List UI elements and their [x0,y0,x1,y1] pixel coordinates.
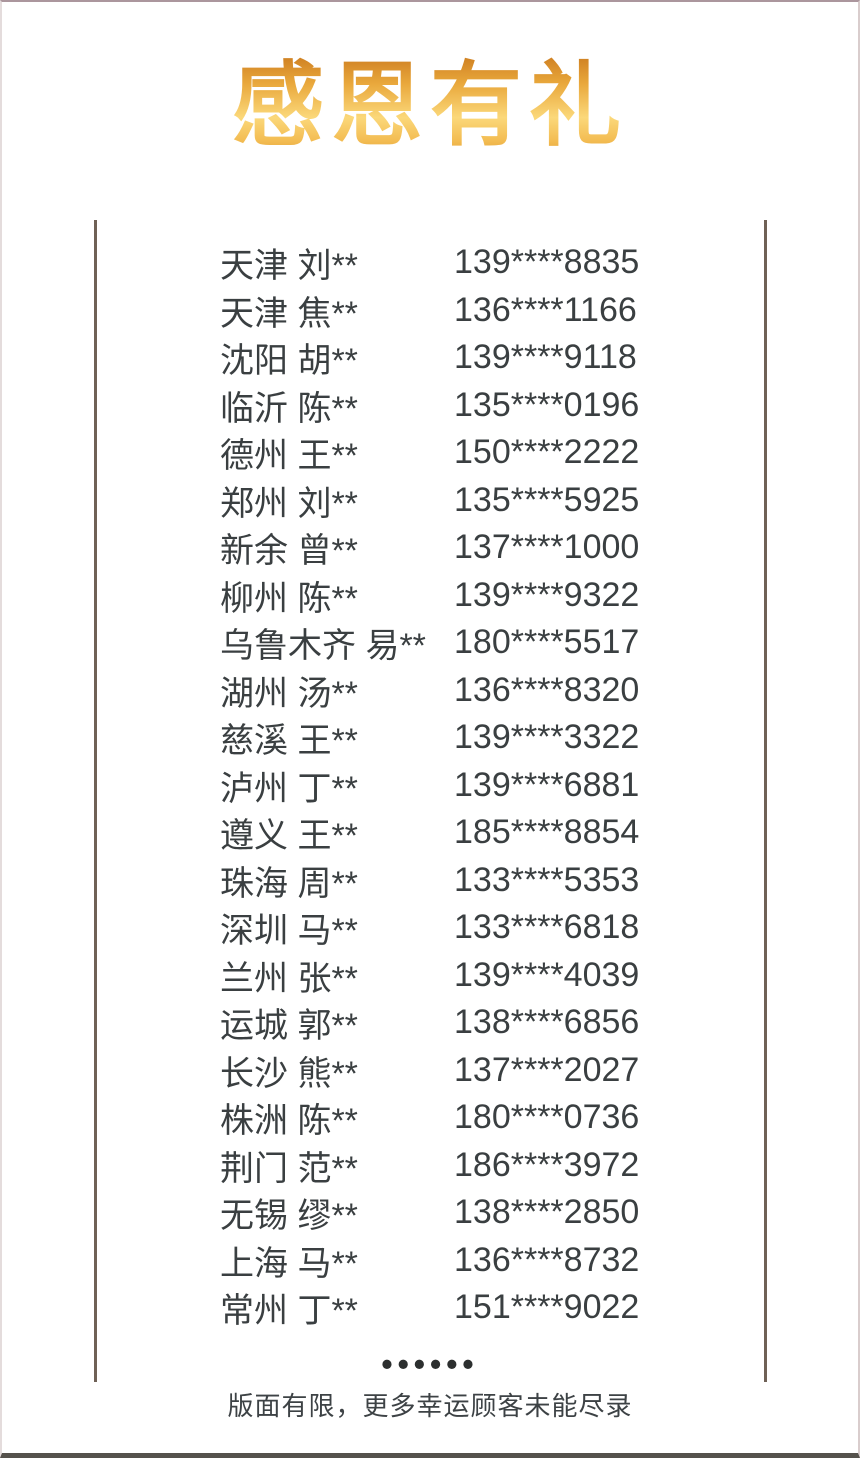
winner-name: 株洲 陈** [220,1102,358,1141]
winner-name: 柳州 陈** [220,579,358,618]
winner-name: 郑州 刘** [220,484,358,523]
winner-name: 荆门 范** [220,1149,358,1188]
winner-phone: 139****4039 [454,955,640,994]
winner-name: 上海 马** [220,1244,358,1283]
winner-phone: 151****9022 [454,1288,640,1327]
winner-phone: 133****5353 [454,860,640,899]
winner-row: 泸州 丁** 139****6881 [220,762,858,810]
winner-row: 新余 曾** 137****1000 [220,524,858,572]
winner-phone: 139****3322 [454,718,640,757]
winner-name: 深圳 马** [220,912,358,951]
winner-row: 深圳 马** 133****6818 [220,904,858,952]
winners-list: 天津 刘** 139****8835 天津 焦** 136****1166 沈阳… [220,239,858,1332]
winner-row: 沈阳 胡** 139****9118 [220,334,858,382]
winner-row: 珠海 周** 133****5353 [220,857,858,905]
winner-row: 荆门 范** 186****3972 [220,1142,858,1190]
ellipsis-dots: •••••• [381,1346,479,1382]
winner-phone: 139****8835 [454,243,640,282]
winner-row: 柳州 陈** 139****9322 [220,572,858,620]
winner-row: 上海 马** 136****8732 [220,1237,858,1285]
winner-name: 长沙 熊** [220,1054,358,1093]
winner-row: 郑州 刘** 135****5925 [220,477,858,525]
winner-phone: 138****2850 [454,1193,640,1232]
winner-phone: 136****8732 [454,1240,640,1279]
winner-name: 运城 郭** [220,1007,358,1046]
winner-phone: 135****5925 [454,480,640,519]
winner-phone: 185****8854 [454,813,640,852]
winner-phone: 139****9322 [454,575,640,614]
winner-row: 长沙 熊** 137****2027 [220,1047,858,1095]
winner-phone: 186****3972 [454,1145,640,1184]
winner-row: 无锡 缪** 138****2850 [220,1189,858,1237]
winner-name: 德州 王** [220,437,358,476]
winner-row: 遵义 王** 185****8854 [220,809,858,857]
winner-phone: 136****8320 [454,670,640,709]
winner-phone: 150****2222 [454,433,640,472]
winner-name: 临沂 陈** [220,389,358,428]
winner-name: 天津 焦** [220,294,358,333]
winner-phone: 138****6856 [454,1003,640,1042]
winner-name: 常州 丁** [220,1292,358,1331]
winner-name: 天津 刘** [220,247,358,286]
winner-row: 株洲 陈** 180****0736 [220,1094,858,1142]
winner-row: 兰州 张** 139****4039 [220,952,858,1000]
winner-row: 乌鲁木齐 易** 180****5517 [220,619,858,667]
winner-phone: 133****6818 [454,908,640,947]
winner-name: 泸州 丁** [220,769,358,808]
winner-row: 临沂 陈** 135****0196 [220,382,858,430]
winner-name: 无锡 缪** [220,1197,358,1236]
winner-name: 乌鲁木齐 易** [220,627,426,666]
winner-row: 德州 王** 150****2222 [220,429,858,477]
winner-row: 天津 焦** 136****1166 [220,287,858,335]
winner-name: 遵义 王** [220,817,358,856]
winner-phone: 180****5517 [454,623,640,662]
right-rule-line [764,220,767,1382]
winner-name: 湖州 汤** [220,674,358,713]
winner-name: 慈溪 王** [220,722,358,761]
winner-row: 常州 丁** 151****9022 [220,1284,858,1332]
winner-name: 新余 曾** [220,532,358,571]
footer-note: 版面有限，更多幸运顾客未能尽录 [227,1391,633,1421]
winner-row: 运城 郭** 138****6856 [220,999,858,1047]
left-rule-line [94,220,97,1382]
winner-row: 天津 刘** 139****8835 [220,239,858,287]
winner-phone: 136****1166 [454,290,637,329]
winner-name: 珠海 周** [220,864,358,903]
winner-phone: 137****1000 [454,528,640,567]
winner-phone: 135****0196 [454,385,640,424]
winner-row: 慈溪 王** 139****3322 [220,714,858,762]
winner-phone: 139****6881 [454,765,640,804]
winner-name: 沈阳 胡** [220,342,358,381]
winner-phone: 139****9118 [454,338,637,377]
winner-phone: 137****2027 [454,1050,640,1089]
winner-phone: 180****0736 [454,1098,640,1137]
poster-title: 感恩有礼 [2,54,858,160]
winner-name: 兰州 张** [220,959,358,998]
winner-row: 湖州 汤** 136****8320 [220,667,858,715]
